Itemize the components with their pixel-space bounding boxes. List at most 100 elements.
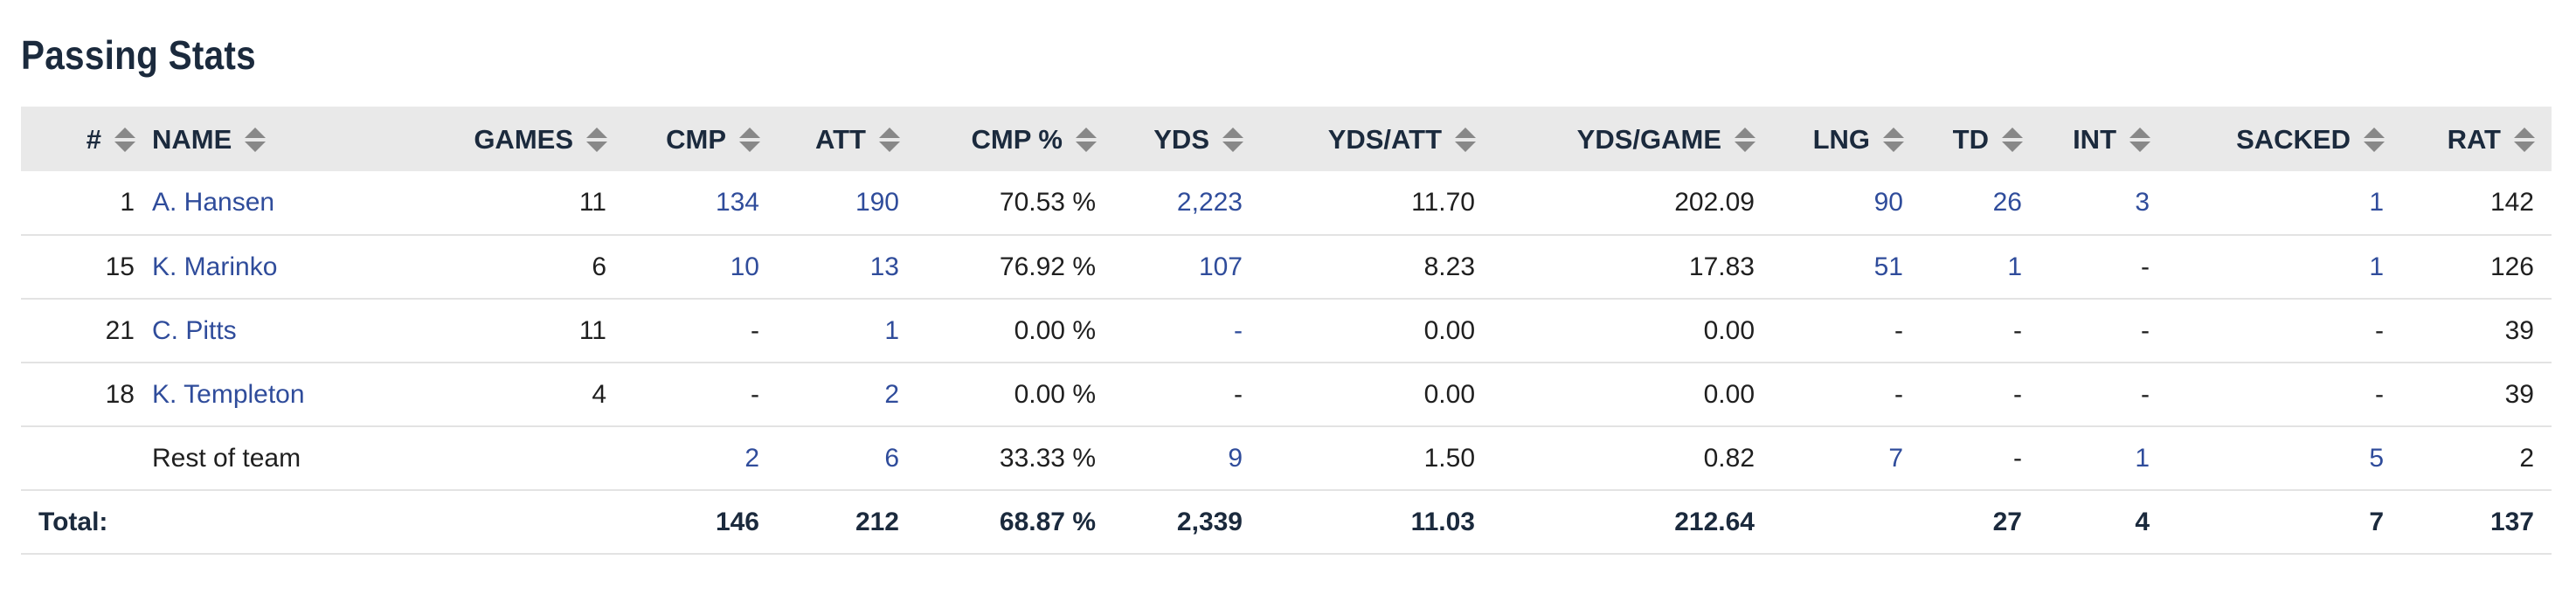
col-header-lng[interactable]: LNG bbox=[1772, 107, 1921, 171]
cell-lng-link[interactable]: 7 bbox=[1888, 443, 1903, 473]
cell-rat: 142 bbox=[2489, 188, 2534, 217]
cell-yds-link[interactable]: - bbox=[1234, 315, 1243, 345]
cell-yds-game: 17.83 bbox=[1688, 252, 1755, 281]
col-header-td[interactable]: TD bbox=[1921, 107, 2039, 171]
sort-icon[interactable] bbox=[1454, 127, 1477, 153]
cell-lng: - bbox=[1894, 379, 1903, 409]
cell-number bbox=[21, 426, 152, 490]
cell-att-link[interactable]: 6 bbox=[884, 443, 899, 473]
sort-icon[interactable] bbox=[114, 127, 136, 153]
cell-cmp-pct: 70.53 % bbox=[999, 188, 1096, 217]
col-header-sacked[interactable]: SACKED bbox=[2167, 107, 2401, 171]
cell-yds-link[interactable]: 107 bbox=[1198, 252, 1243, 281]
sort-icon[interactable] bbox=[2129, 127, 2151, 153]
cell-sacked-link[interactable]: 5 bbox=[2369, 443, 2384, 473]
cell-td: - bbox=[2013, 443, 2022, 473]
cell-td: - bbox=[2013, 379, 2022, 409]
col-header-yds-att[interactable]: YDS/ATT bbox=[1260, 107, 1492, 171]
cell-sacked-link[interactable]: 1 bbox=[2369, 188, 2384, 217]
page-title: Passing Stats bbox=[21, 32, 256, 78]
cell-cmp: - bbox=[751, 379, 759, 409]
cell-yds-att: 8.23 bbox=[1423, 252, 1475, 281]
cell-int-link[interactable]: 3 bbox=[2135, 188, 2150, 217]
sort-icon[interactable] bbox=[1075, 127, 1098, 153]
total-yds-game: 212.64 bbox=[1674, 507, 1755, 536]
cell-cmp-pct: 0.00 % bbox=[1014, 315, 1096, 345]
cell-rat: 39 bbox=[2504, 315, 2534, 345]
cell-yds: - bbox=[1234, 379, 1243, 409]
cell-games: 11 bbox=[578, 188, 606, 217]
cell-yds-att: 0.00 bbox=[1423, 379, 1475, 409]
player-name-link[interactable]: A. Hansen bbox=[152, 188, 275, 217]
total-yds-att: 11.03 bbox=[1410, 507, 1475, 536]
cell-yds-link[interactable]: 9 bbox=[1228, 443, 1243, 473]
cell-att-link[interactable]: 190 bbox=[855, 188, 899, 217]
cell-yds-game: 202.09 bbox=[1674, 188, 1755, 217]
cell-cmp-link[interactable]: 10 bbox=[730, 252, 759, 281]
cell-td-link[interactable]: 1 bbox=[2007, 252, 2022, 281]
cell-name: Rest of team bbox=[152, 443, 301, 473]
table-row: 15 K. Marinko 6 10 13 76.92 % 107 8.23 1… bbox=[21, 235, 2552, 299]
passing-stats-table: # NAME GAMES CMP ATT CMP % YDS YDS/ATT Y… bbox=[21, 107, 2552, 555]
cell-cmp-link[interactable]: 2 bbox=[744, 443, 759, 473]
player-name-link[interactable]: K. Marinko bbox=[152, 252, 278, 281]
col-header-cmp[interactable]: CMP bbox=[624, 107, 777, 171]
cell-att-link[interactable]: 2 bbox=[884, 379, 899, 409]
cell-cmp-pct: 33.33 % bbox=[999, 443, 1096, 473]
cell-lng-link[interactable]: 51 bbox=[1873, 252, 1903, 281]
col-header-name[interactable]: NAME bbox=[152, 107, 423, 171]
sort-icon[interactable] bbox=[878, 127, 901, 153]
cell-int: - bbox=[2141, 252, 2150, 281]
total-int: 4 bbox=[2135, 507, 2150, 536]
player-name-link[interactable]: K. Templeton bbox=[152, 379, 305, 409]
cell-cmp-link[interactable]: 134 bbox=[715, 188, 759, 217]
cell-att-link[interactable]: 1 bbox=[884, 315, 899, 345]
cell-number: 1 bbox=[120, 188, 135, 217]
cell-sacked-link[interactable]: 1 bbox=[2369, 252, 2384, 281]
cell-rat: 126 bbox=[2489, 252, 2534, 281]
cell-yds-link[interactable]: 2,223 bbox=[1176, 188, 1243, 217]
cell-games bbox=[423, 426, 624, 490]
cell-games: 4 bbox=[592, 379, 606, 409]
col-header-games[interactable]: GAMES bbox=[423, 107, 624, 171]
cell-td-link[interactable]: 26 bbox=[1992, 188, 2022, 217]
sort-icon[interactable] bbox=[2513, 127, 2536, 153]
sort-icon[interactable] bbox=[2363, 127, 2386, 153]
col-header-number[interactable]: # bbox=[21, 107, 152, 171]
player-name-link[interactable]: C. Pitts bbox=[152, 315, 237, 345]
sort-icon[interactable] bbox=[244, 127, 267, 153]
col-header-yds-game[interactable]: YDS/GAME bbox=[1492, 107, 1772, 171]
total-row: Total: 146 212 68.87 % 2,339 11.03 212.6… bbox=[21, 490, 2552, 554]
sort-icon[interactable] bbox=[2001, 127, 2024, 153]
col-header-att[interactable]: ATT bbox=[777, 107, 917, 171]
col-header-rat[interactable]: RAT bbox=[2401, 107, 2552, 171]
cell-int-link[interactable]: 1 bbox=[2135, 443, 2150, 473]
sort-icon[interactable] bbox=[1882, 127, 1905, 153]
cell-yds-att: 11.70 bbox=[1411, 188, 1475, 217]
cell-rat: 2 bbox=[2519, 443, 2534, 473]
cell-att-link[interactable]: 13 bbox=[869, 252, 899, 281]
cell-cmp-pct: 0.00 % bbox=[1014, 379, 1096, 409]
col-header-int[interactable]: INT bbox=[2039, 107, 2167, 171]
table-row: 1 A. Hansen 11 134 190 70.53 % 2,223 11.… bbox=[21, 171, 2552, 235]
cell-lng-link[interactable]: 90 bbox=[1873, 188, 1903, 217]
cell-cmp-pct: 76.92 % bbox=[999, 252, 1096, 281]
cell-number: 18 bbox=[105, 379, 135, 409]
cell-int: - bbox=[2141, 379, 2150, 409]
sort-icon[interactable] bbox=[585, 127, 608, 153]
sort-icon[interactable] bbox=[738, 127, 761, 153]
cell-yds-game: 0.82 bbox=[1703, 443, 1755, 473]
sort-icon[interactable] bbox=[1222, 127, 1244, 153]
cell-yds-att: 1.50 bbox=[1423, 443, 1475, 473]
col-header-yds[interactable]: YDS bbox=[1113, 107, 1260, 171]
cell-int: - bbox=[2141, 315, 2150, 345]
sort-icon[interactable] bbox=[1734, 127, 1756, 153]
col-header-cmp-pct[interactable]: CMP % bbox=[917, 107, 1113, 171]
total-lng bbox=[1772, 490, 1921, 554]
table-row: Rest of team 2 6 33.33 % 9 1.50 0.82 7 -… bbox=[21, 426, 2552, 490]
cell-yds-game: 0.00 bbox=[1703, 379, 1755, 409]
cell-rat: 39 bbox=[2504, 379, 2534, 409]
total-cmp: 146 bbox=[715, 507, 759, 536]
table-row: 21 C. Pitts 11 - 1 0.00 % - 0.00 0.00 - … bbox=[21, 299, 2552, 363]
cell-games: 11 bbox=[578, 315, 606, 345]
